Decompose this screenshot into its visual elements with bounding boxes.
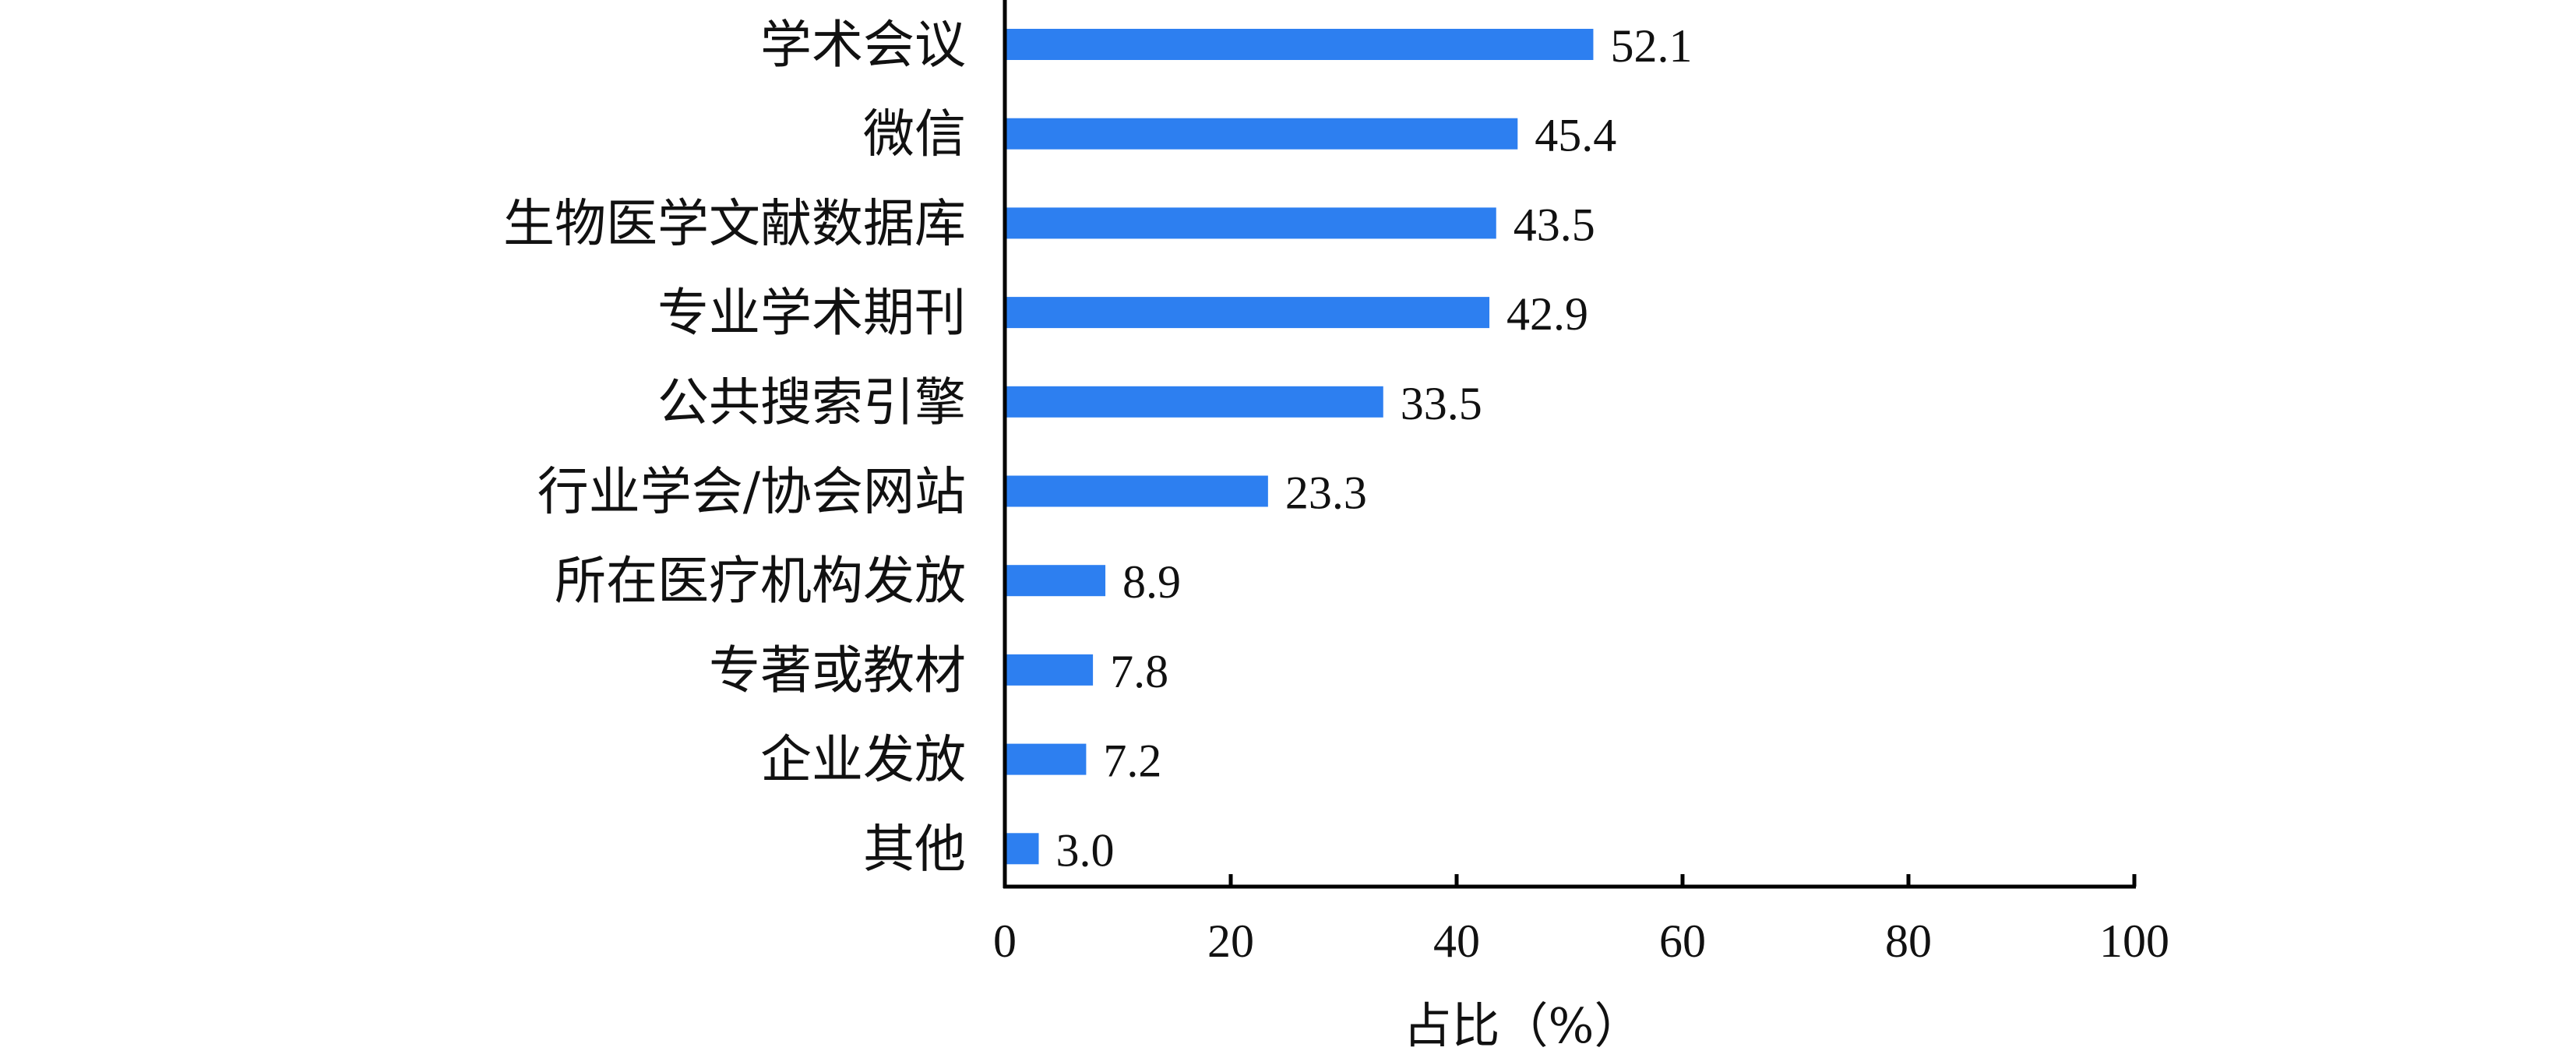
category-label: 其他 <box>863 819 966 879</box>
bar <box>1005 29 1594 60</box>
bar <box>1005 654 1094 686</box>
category-label: 生物医学文献数据库 <box>503 193 966 253</box>
value-label: 3.0 <box>1056 824 1115 876</box>
bars-layer <box>1005 29 1594 865</box>
value-label: 45.4 <box>1535 110 1616 161</box>
category-labels: 学术会议微信生物医学文献数据库专业学术期刊公共搜索引擎行业学会/协会网站所在医疗… <box>503 15 966 879</box>
bar <box>1005 297 1490 329</box>
x-tick-label: 60 <box>1659 915 1706 967</box>
category-label: 专业学术期刊 <box>657 283 966 343</box>
x-tick-labels: 0 20 40 60 80 100 <box>993 915 2169 967</box>
bar <box>1005 475 1268 507</box>
value-label: 7.2 <box>1103 735 1161 787</box>
category-label: 所在医疗机构发放 <box>555 551 966 611</box>
x-tick-label: 20 <box>1207 915 1254 967</box>
bar <box>1005 386 1383 418</box>
value-label: 23.3 <box>1285 467 1367 519</box>
x-tick-label: 0 <box>993 915 1017 967</box>
bar <box>1005 833 1039 865</box>
x-tick-label: 40 <box>1433 915 1480 967</box>
value-label: 33.5 <box>1401 378 1482 429</box>
x-axis-title: 占比（%） <box>1404 997 1643 1051</box>
category-label: 行业学会/协会网站 <box>537 462 966 522</box>
x-tick-label: 80 <box>1885 915 1932 967</box>
bar <box>1005 118 1518 150</box>
category-label: 专著或教材 <box>709 640 966 700</box>
axes-layer <box>1003 0 2137 889</box>
value-label: 43.5 <box>1514 199 1595 250</box>
category-label: 学术会议 <box>760 15 966 75</box>
bar <box>1005 565 1106 597</box>
category-label: 企业发放 <box>760 730 966 790</box>
value-label: 7.8 <box>1110 646 1168 697</box>
category-label: 微信 <box>863 104 966 164</box>
value-labels: 52.1 45.4 43.5 42.9 33.5 23.3 8.9 7.8 7.2 3.0 <box>1056 20 1693 876</box>
x-tick-label: 100 <box>2099 915 2169 967</box>
bar <box>1005 207 1496 239</box>
category-label: 公共搜索引擎 <box>657 372 966 432</box>
value-label: 8.9 <box>1122 556 1181 608</box>
value-label: 42.9 <box>1506 288 1588 340</box>
bar <box>1005 743 1087 775</box>
value-label: 52.1 <box>1610 20 1692 72</box>
